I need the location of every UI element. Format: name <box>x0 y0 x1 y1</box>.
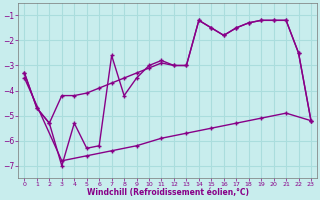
X-axis label: Windchill (Refroidissement éolien,°C): Windchill (Refroidissement éolien,°C) <box>87 188 249 197</box>
